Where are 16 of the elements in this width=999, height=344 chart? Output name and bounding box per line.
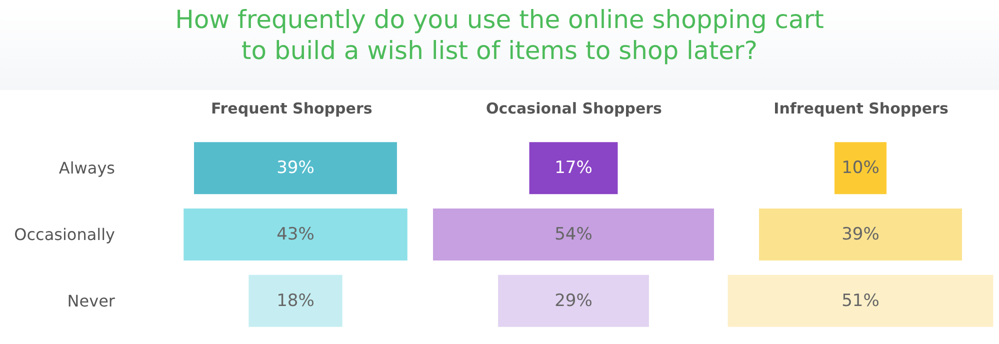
text: How frequently do you use the online shopping cart to build a wish list of items to shop later? [0,4,999,90]
data-label: 18% [276,290,314,311]
data-label: 39% [276,158,314,178]
category-label: Occasionally [14,225,115,244]
data-label: 54% [554,224,592,244]
text: Infrequent Shoppers [774,100,948,118]
data-label: 17% [554,158,592,178]
data-label: 39% [842,224,880,244]
data-label: 29% [554,290,592,311]
data-label: 43% [276,224,314,244]
text: Frequent Shoppers [211,100,372,118]
category-label: Never [67,291,116,310]
text: Occasional Shoppers [486,100,662,118]
data-label: 51% [842,290,880,311]
data-label: 10% [842,158,880,178]
category-label: Always [58,158,115,178]
